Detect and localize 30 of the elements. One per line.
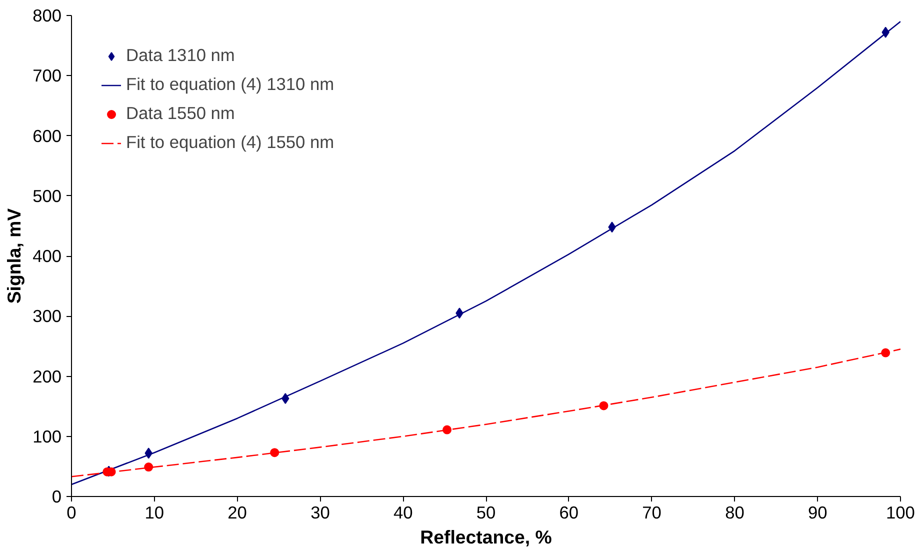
legend-label: Data 1550 nm	[126, 103, 235, 124]
line-series	[72, 348, 900, 478]
y-tick-label: 200	[32, 366, 62, 386]
x-axis-title: Reflectance, %	[420, 526, 552, 548]
legend-label: Fit to equation (4) 1310 nm	[126, 74, 334, 95]
y-tick-label: 400	[32, 246, 62, 266]
x-tick-label: 0	[66, 502, 76, 522]
y-tick-label: 700	[32, 66, 62, 86]
x-tick-label: 100	[886, 502, 915, 522]
legend-label: Data 1310 nm	[126, 45, 235, 66]
x-tick-label: 10	[144, 502, 164, 522]
y-tick-label: 0	[52, 486, 62, 506]
x-tick-label: 60	[559, 502, 579, 522]
x-tick-label: 50	[476, 502, 496, 522]
y-tick-label: 800	[32, 6, 62, 26]
x-tick-label: 70	[642, 502, 662, 522]
x-tick-label: 20	[228, 502, 247, 522]
line-series	[72, 20, 900, 486]
y-tick-label: 300	[32, 306, 62, 326]
y-axis-title: Signla, mV	[4, 208, 25, 304]
legend-label: Fit to equation (4) 1550 nm	[126, 132, 334, 153]
x-tick-label: 90	[808, 502, 828, 522]
y-tick-label: 100	[32, 426, 62, 446]
point	[270, 448, 280, 458]
x-tick-label: 40	[393, 502, 413, 522]
x-tick-label: 30	[310, 502, 330, 522]
y-tick-label: 500	[32, 186, 62, 206]
point	[144, 462, 154, 472]
x-tick-label: 80	[725, 502, 744, 522]
y-tick-label: 600	[32, 126, 62, 146]
